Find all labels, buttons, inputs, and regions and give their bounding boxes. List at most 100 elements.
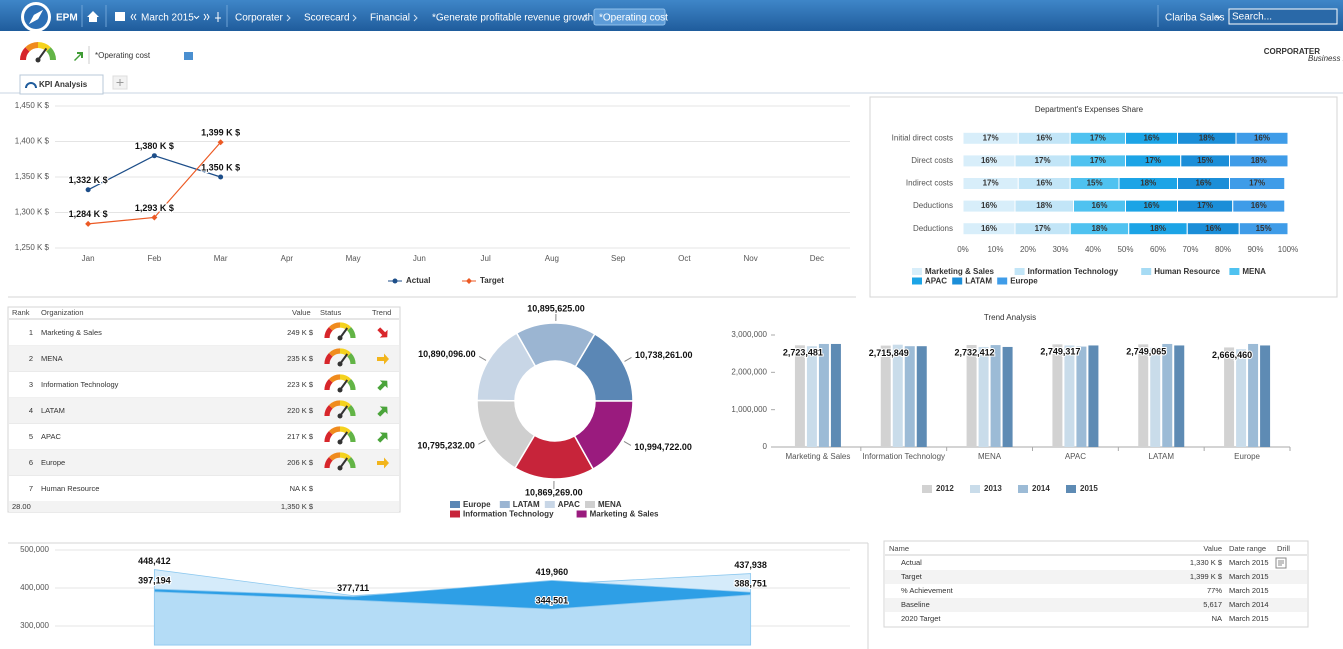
y-tick-label: Deductions xyxy=(913,224,953,233)
breadcrumb-separator xyxy=(286,14,291,22)
breadcrumb[interactable]: *Generate profitable revenue growth xyxy=(432,13,593,24)
calendar-icon[interactable] xyxy=(115,12,125,21)
cell: Baseline xyxy=(901,600,930,609)
legend-swatch xyxy=(970,485,980,493)
data-label: 18% xyxy=(1091,224,1107,233)
trend-arrow xyxy=(377,457,389,469)
legend-swatch xyxy=(912,277,922,285)
bar-segment xyxy=(1232,199,1286,213)
value: 206 K $ xyxy=(287,458,314,467)
data-label: 1,332 K $ xyxy=(69,175,108,185)
gauge-band xyxy=(328,322,341,331)
tab-label[interactable]: KPI Analysis xyxy=(39,80,88,89)
period-dropdown[interactable] xyxy=(193,15,200,20)
bar xyxy=(1150,347,1161,447)
legend-swatch xyxy=(544,501,555,508)
gauge-band xyxy=(324,378,333,391)
search-box[interactable] xyxy=(1228,8,1338,25)
data-point xyxy=(85,187,91,193)
panel-border xyxy=(883,540,1309,628)
x-tick-label: MENA xyxy=(978,452,1002,461)
y-tick-label: 300,000 xyxy=(20,621,49,630)
next-period[interactable] xyxy=(203,13,210,21)
data-label: 2,666,460 xyxy=(1212,350,1252,360)
bar xyxy=(880,345,891,447)
gauge-band xyxy=(347,326,356,339)
search-placeholder[interactable]: Search... xyxy=(1232,12,1272,23)
legend-label: Europe xyxy=(463,500,491,509)
legend-swatch xyxy=(952,277,963,285)
bar xyxy=(1248,343,1259,447)
title-dropdown[interactable] xyxy=(184,52,193,60)
data-label: 419,960 xyxy=(536,567,569,577)
legend-swatch xyxy=(1014,268,1025,275)
x-tick-label: Europe xyxy=(1234,452,1260,461)
x-tick-label: Mar xyxy=(214,254,228,263)
data-label: 1,350 K $ xyxy=(201,162,240,172)
user-menu[interactable]: Clariba Sales xyxy=(1165,13,1224,24)
cell: 77% xyxy=(1207,586,1222,595)
x-tick-label: 100% xyxy=(1278,245,1298,254)
data-label: 1,380 K $ xyxy=(135,141,174,151)
organization: Europe xyxy=(41,458,65,467)
legend-swatch xyxy=(1229,268,1240,275)
breadcrumb[interactable]: Corporater xyxy=(235,13,283,24)
y-tick-label: 2,000,000 xyxy=(731,367,767,376)
user-dropdown[interactable] xyxy=(1215,15,1222,20)
legend-label: Europe xyxy=(1010,277,1038,286)
bar xyxy=(1162,343,1173,447)
breadcrumb-active[interactable]: *Operating cost xyxy=(599,13,668,24)
data-label: 377,711 xyxy=(337,583,369,593)
legend-swatch xyxy=(450,501,460,508)
brand: CORPORATER xyxy=(1264,47,1321,56)
column-header: Value xyxy=(292,308,311,317)
data-point xyxy=(151,214,158,221)
rank: 4 xyxy=(29,406,33,415)
prev-period[interactable] xyxy=(130,13,137,21)
y-tick-label: 1,300 K $ xyxy=(15,208,50,217)
y-tick-label: Initial direct costs xyxy=(892,133,953,142)
bar xyxy=(1236,349,1247,447)
leader-line xyxy=(478,355,487,361)
column-header: Rank xyxy=(12,308,30,317)
footer-cell: 28.00 xyxy=(12,502,31,511)
nav-bar xyxy=(0,0,1343,31)
trend-arrow xyxy=(377,353,389,365)
table-row xyxy=(885,598,1307,612)
x-tick-label: Jun xyxy=(413,254,426,263)
bar xyxy=(1260,345,1271,447)
gauge-band xyxy=(37,42,51,52)
data-label: 16% xyxy=(1143,133,1159,142)
x-tick-label: Apr xyxy=(281,254,294,263)
x-tick-label: 0% xyxy=(957,245,969,254)
legend-label: 2014 xyxy=(1032,484,1050,493)
data-label: 18% xyxy=(1140,179,1156,188)
data-label: 2,732,412 xyxy=(955,347,995,357)
breadcrumb[interactable]: Scorecard xyxy=(304,13,350,24)
data-label: 16% xyxy=(1254,133,1270,142)
legend-label: APAC xyxy=(558,500,580,509)
bar xyxy=(1002,346,1013,447)
data-label: 448,412 xyxy=(138,556,171,566)
gauge-band xyxy=(324,326,333,339)
data-label: 15% xyxy=(1256,224,1272,233)
data-label: 10,795,232.00 xyxy=(417,441,475,451)
data-label: 1,284 K $ xyxy=(69,209,108,219)
home-icon[interactable] xyxy=(87,11,99,22)
pin-icon[interactable] xyxy=(215,12,221,22)
period[interactable]: March 2015 xyxy=(141,13,194,24)
breadcrumb-separator xyxy=(352,14,357,22)
y-tick-label: 1,250 K $ xyxy=(15,243,50,252)
value: 249 K $ xyxy=(287,328,314,337)
breadcrumb[interactable]: Financial xyxy=(370,13,410,24)
cell: March 2015 xyxy=(1229,558,1269,567)
x-tick-label: 20% xyxy=(1020,245,1036,254)
gauge-hub xyxy=(337,387,343,393)
organization: Human Resource xyxy=(41,484,99,493)
app-name[interactable]: EPM xyxy=(56,13,78,24)
gauge-band xyxy=(324,430,333,443)
tab[interactable] xyxy=(19,74,104,95)
data-label: 2,715,849 xyxy=(869,348,909,358)
cell: Target xyxy=(901,572,923,581)
